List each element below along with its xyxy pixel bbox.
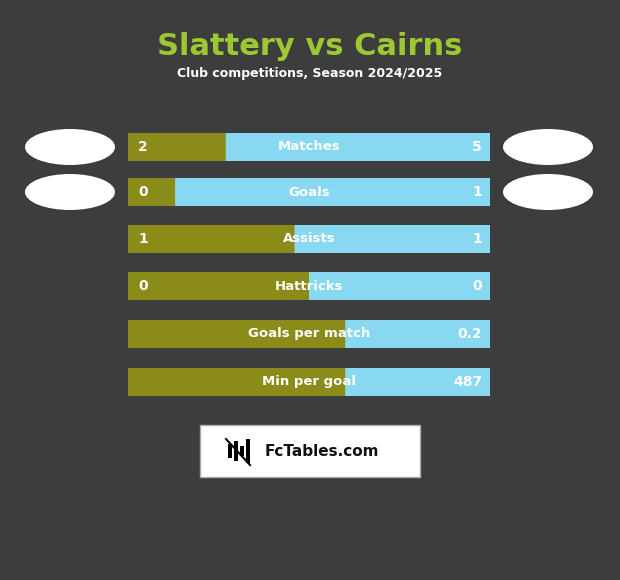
Text: 0.2: 0.2 bbox=[458, 327, 482, 341]
Text: Min per goal: Min per goal bbox=[262, 375, 356, 389]
Text: 0: 0 bbox=[138, 279, 148, 293]
Text: 2: 2 bbox=[138, 140, 148, 154]
Text: 0: 0 bbox=[472, 279, 482, 293]
Text: Club competitions, Season 2024/2025: Club competitions, Season 2024/2025 bbox=[177, 67, 443, 80]
Ellipse shape bbox=[25, 129, 115, 165]
FancyBboxPatch shape bbox=[128, 368, 345, 396]
FancyBboxPatch shape bbox=[128, 178, 175, 206]
Text: FcTables.com: FcTables.com bbox=[265, 444, 379, 459]
Text: Slattery vs Cairns: Slattery vs Cairns bbox=[157, 32, 463, 61]
Text: Goals per match: Goals per match bbox=[248, 328, 370, 340]
Text: 2 december 2024: 2 december 2024 bbox=[255, 465, 365, 478]
FancyBboxPatch shape bbox=[128, 272, 490, 300]
Ellipse shape bbox=[503, 174, 593, 210]
Text: 0: 0 bbox=[138, 185, 148, 199]
Text: 1: 1 bbox=[472, 185, 482, 199]
FancyBboxPatch shape bbox=[128, 320, 490, 348]
Text: Hattricks: Hattricks bbox=[275, 280, 343, 292]
Bar bbox=[228, 444, 232, 458]
Bar bbox=[240, 446, 244, 456]
Text: 1: 1 bbox=[138, 232, 148, 246]
FancyBboxPatch shape bbox=[128, 225, 490, 253]
Text: Goals: Goals bbox=[288, 186, 330, 198]
Ellipse shape bbox=[503, 129, 593, 165]
FancyBboxPatch shape bbox=[128, 272, 309, 300]
Bar bbox=[246, 439, 250, 463]
Ellipse shape bbox=[25, 174, 115, 210]
FancyBboxPatch shape bbox=[128, 225, 294, 253]
Text: Assists: Assists bbox=[283, 233, 335, 245]
Text: 487: 487 bbox=[453, 375, 482, 389]
FancyBboxPatch shape bbox=[128, 133, 490, 161]
FancyBboxPatch shape bbox=[128, 320, 345, 348]
FancyBboxPatch shape bbox=[128, 133, 226, 161]
FancyBboxPatch shape bbox=[128, 368, 490, 396]
Bar bbox=[234, 441, 238, 461]
Text: Matches: Matches bbox=[278, 140, 340, 154]
Text: 5: 5 bbox=[472, 140, 482, 154]
Text: 1: 1 bbox=[472, 232, 482, 246]
FancyBboxPatch shape bbox=[200, 425, 420, 477]
FancyBboxPatch shape bbox=[128, 178, 490, 206]
